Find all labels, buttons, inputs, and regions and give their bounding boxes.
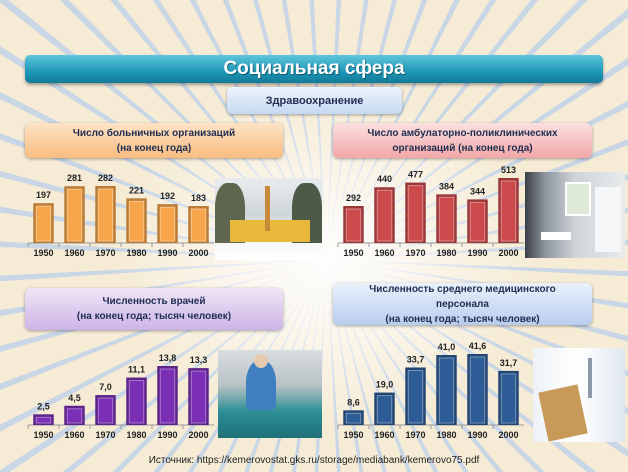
bar-face [500,373,517,424]
data-label: 31,7 [500,358,518,368]
x-tick-label: 1970 [405,430,425,440]
chart-nurses-header: Численность среднего медицинского персон… [333,283,592,325]
x-tick-label: 1990 [157,248,177,258]
data-label: 13,3 [190,355,208,365]
bar-face [159,368,176,424]
chart-subtitle: (на конец года; тысяч человек) [385,313,540,325]
data-label: 11,1 [128,365,145,375]
bar-face [376,395,393,424]
bar-face [190,370,207,424]
bar-face [66,408,83,424]
source-citation: Источник: https://kemerovostat.gks.ru/st… [148,455,480,466]
bar-face [407,185,424,242]
x-tick-label: 1960 [374,248,394,258]
x-tick-label: 1960 [374,430,394,440]
bar-face [159,206,176,242]
data-label: 41,6 [469,341,487,351]
chart-nurses: 8,6 1950 19,0 1960 33,7 1970 41,0 1980 41,6 1990 3… [337,341,524,440]
bar-face [35,205,52,242]
bar-face [128,200,145,242]
chart-hospitals: 197 1950 281 1960 282 1970 221 1980 192 1990 183 20… [27,173,214,258]
chart-title-line2: персонала [436,298,489,310]
x-tick-label: 2000 [188,248,208,258]
data-label: 513 [501,165,516,175]
bar-face [500,180,517,242]
x-tick-label: 2000 [498,430,518,440]
x-tick-label: 2000 [498,248,518,258]
bar-face [438,357,455,424]
x-tick-label: 1990 [157,430,177,440]
x-tick-label: 1970 [95,248,115,258]
data-label: 4,5 [68,393,81,403]
slide-title: Социальная сфера [25,55,603,83]
data-label: 477 [408,170,423,180]
x-tick-label: 1990 [467,430,487,440]
bar-face [407,369,424,424]
data-label: 384 [439,181,454,191]
bar-face [469,356,486,424]
x-tick-label: 1980 [436,430,456,440]
x-tick-label: 1960 [64,248,84,258]
bar-face [376,189,393,242]
hospital-building-photo [215,178,322,260]
data-label: 221 [129,185,144,195]
data-label: 183 [191,193,206,203]
data-label: 2,5 [37,401,50,411]
x-tick-label: 1950 [343,430,363,440]
data-label: 281 [67,173,82,183]
data-label: 292 [346,193,361,203]
x-tick-label: 1980 [436,248,456,258]
x-tick-label: 1990 [467,248,487,258]
bar-face [469,201,486,242]
x-tick-label: 1980 [126,248,146,258]
chart-clinics-header: Число амбулаторно-поликлинических органи… [333,123,592,158]
data-label: 282 [98,173,113,183]
chart-title: Численность среднего медицинского [369,283,556,295]
data-label: 41,0 [438,342,456,352]
chart-subtitle: организаций (на конец года) [392,142,533,154]
chart-hospitals-header: Число больничных организаций (на конец г… [25,123,283,158]
bar-face [190,208,207,242]
x-tick-label: 1950 [343,248,363,258]
bar-face [97,397,114,424]
bar-face [66,188,83,242]
x-tick-label: 1970 [95,430,115,440]
data-label: 33,7 [407,354,425,364]
surgery-photo [218,350,322,438]
bar-face [438,196,455,242]
section-subtitle: Здравоохранение [227,87,402,114]
x-tick-label: 1970 [405,248,425,258]
data-label: 440 [377,174,392,184]
chart-subtitle: (на конец года) [116,142,192,154]
x-tick-label: 1950 [33,248,53,258]
bar-face [345,412,362,424]
x-tick-label: 1980 [126,430,146,440]
chart-doctors-header: Численность врачей (на конец года; тысяч… [25,288,283,330]
x-tick-label: 2000 [188,430,208,440]
data-label: 344 [470,186,485,196]
bar-face [97,188,114,242]
chart-subtitle: (на конец года; тысяч человек) [76,311,232,322]
chart-doctors: 2,5 1950 4,5 1960 7,0 1970 11,1 1980 13,8 1990 13,… [27,353,214,440]
data-label: 8,6 [347,397,360,407]
chart-clinics: 292 1950 440 1960 477 1970 384 1980 344 1990 513 20… [337,165,524,258]
bar-face [128,380,145,424]
bar-face [345,208,362,242]
x-tick-label: 1950 [33,430,53,440]
doctor-clipboard-photo [533,348,625,442]
chart-title: Число больничных организаций [72,127,236,139]
data-label: 7,0 [99,382,112,392]
x-tick-label: 1960 [64,430,84,440]
data-label: 13,8 [159,353,177,363]
chart-title: Численность врачей [102,296,206,307]
chart-title: Число амбулаторно-поликлинических [367,127,558,139]
data-label: 192 [160,191,175,201]
clinic-room-photo [525,172,625,258]
data-label: 197 [36,190,51,200]
bar-face [35,416,52,424]
data-label: 19,0 [376,380,394,390]
